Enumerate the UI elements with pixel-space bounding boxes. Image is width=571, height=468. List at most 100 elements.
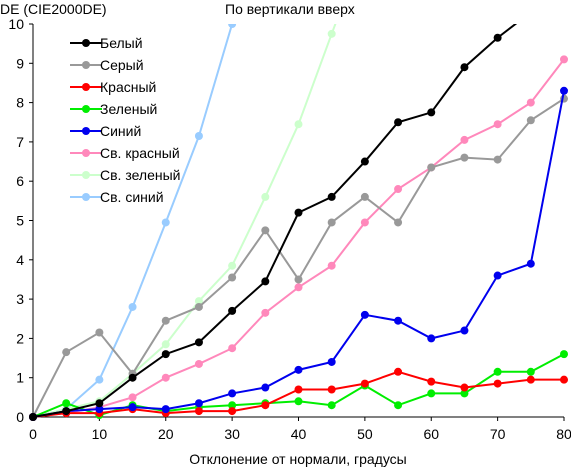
series-0-point [194, 338, 203, 347]
x-tick-label: 60 [423, 426, 439, 442]
legend-swatch-marker [82, 149, 90, 157]
series-0-point [261, 277, 270, 286]
chart-title: По вертикали вверх [225, 1, 355, 17]
y-tick-label: 5 [16, 213, 24, 229]
series-1-point [427, 163, 436, 172]
series-1-point [194, 302, 203, 311]
series-1-point [294, 275, 303, 284]
legend-label: Зеленый [100, 101, 157, 117]
y-tick-label: 8 [16, 95, 24, 111]
series-1-point [360, 192, 369, 201]
series-4-point [294, 365, 303, 374]
x-tick-label: 30 [224, 426, 240, 442]
legend-label: Синий [100, 123, 141, 139]
y-tick-label: 2 [16, 330, 24, 346]
series-1-point [261, 226, 270, 235]
series-2-point [460, 383, 469, 392]
series-1-point [493, 155, 502, 164]
series-0-point [460, 63, 469, 72]
series-3-point [493, 367, 502, 376]
series-3-point [460, 389, 469, 398]
series-7-point [128, 302, 137, 311]
series-3-point [394, 401, 403, 410]
series-2-point [560, 375, 568, 384]
series-0-point [161, 350, 170, 359]
series-0-point [427, 108, 436, 117]
series-5-point [560, 55, 568, 64]
series-2-point [394, 367, 403, 376]
legend-swatch-marker [82, 83, 90, 91]
series-7-point [161, 218, 170, 227]
x-tick-label: 40 [291, 426, 307, 442]
legend-label: Св. синий [100, 189, 164, 205]
x-tick-label: 10 [92, 426, 108, 442]
series-0-point [493, 33, 502, 42]
x-tick-label: 0 [29, 426, 37, 442]
series-5-point [194, 359, 203, 368]
y-tick-label: 0 [16, 409, 24, 425]
legend-swatch-marker [82, 39, 90, 47]
series-5-point [294, 283, 303, 292]
series-4-point [261, 383, 270, 392]
series-0-point [394, 118, 403, 127]
legend-swatch-marker [82, 193, 90, 201]
series-4-point [161, 405, 170, 414]
series-6-point [194, 297, 203, 306]
series-4-point [360, 310, 369, 319]
legend: Белый Серый Красный Зеленый Синий Св. красный… [70, 35, 180, 205]
y-tick-label: 6 [16, 173, 24, 189]
series-3-point [327, 401, 336, 410]
y-tick-label: 3 [16, 291, 24, 307]
x-tick-label: 20 [158, 426, 174, 442]
series-5-point [327, 261, 336, 270]
series-4-point [560, 86, 568, 95]
legend-swatch-marker [82, 127, 90, 135]
series-0-point [360, 157, 369, 166]
series-2-point [261, 401, 270, 410]
series-3-point [294, 397, 303, 406]
series-2-point [360, 379, 369, 388]
series-4-point [493, 271, 502, 280]
series-1-point [526, 116, 535, 125]
legend-label: Серый [100, 57, 144, 73]
series-3-point [427, 389, 436, 398]
series-7-point [228, 24, 237, 28]
series-7-point [194, 132, 203, 141]
series-6-line [32, 24, 337, 418]
series-1-point [394, 218, 403, 227]
series-0-point [95, 399, 104, 408]
series-3-point [62, 399, 71, 408]
series-0-point [62, 407, 71, 416]
series-1-point [327, 218, 336, 227]
series-0-point [228, 306, 237, 315]
y-tick-label: 4 [16, 252, 24, 268]
y-tick-label: 10 [8, 16, 24, 32]
series-5-point [261, 308, 270, 317]
x-tick-label: 80 [556, 426, 571, 442]
x-tick-label: 50 [357, 426, 373, 442]
series-5-point [493, 120, 502, 129]
legend-label: Св. красный [100, 145, 180, 161]
series-4-point [95, 405, 104, 414]
series-5-point [161, 373, 170, 382]
series-4-point [460, 326, 469, 335]
series-2-point [228, 407, 237, 416]
y-tick-label: 1 [16, 370, 24, 386]
axes: 0 1 2 3 4 5 6 7 8 9 10 0 10 20 30 40 50 60 70 80 [8, 16, 571, 442]
series-1-point [161, 316, 170, 325]
series-5-point [360, 218, 369, 227]
legend-swatch-marker [82, 61, 90, 69]
series-3-point [228, 401, 237, 410]
series-1-point [95, 328, 104, 337]
series-5-point [228, 344, 237, 353]
series-2-point [327, 385, 336, 394]
series-7-point [95, 375, 104, 384]
series-4-point [394, 316, 403, 325]
y-axis-label: DE (CIE2000DE) [0, 1, 107, 17]
series-4-point [427, 334, 436, 343]
series-6-point [261, 192, 270, 201]
series-5-point [394, 185, 403, 194]
series-2-point [194, 407, 203, 416]
legend-label: Белый [100, 35, 143, 51]
series-6-point [327, 29, 336, 38]
